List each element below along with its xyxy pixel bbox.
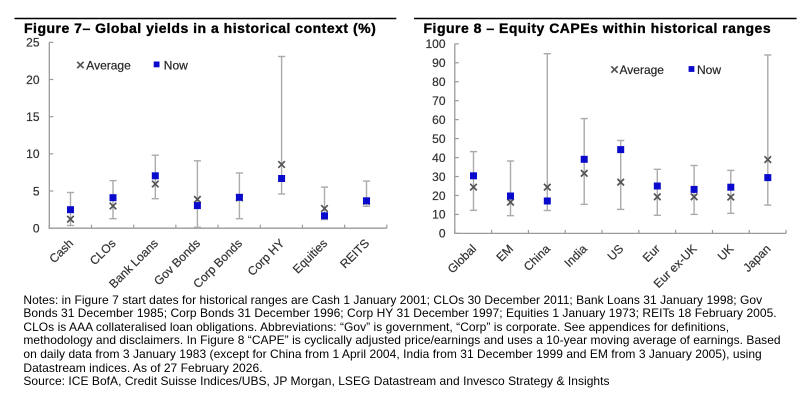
svg-text:5: 5 — [33, 184, 40, 198]
svg-text:Figure 8 – Equity CAPEs within: Figure 8 – Equity CAPEs within historica… — [424, 20, 772, 36]
svg-text:Corp HY: Corp HY — [245, 236, 287, 278]
svg-text:80: 80 — [432, 75, 446, 89]
svg-text:30: 30 — [432, 170, 446, 184]
svg-text:25: 25 — [26, 36, 40, 50]
svg-text:20: 20 — [432, 189, 446, 203]
svg-text:China: China — [521, 241, 553, 273]
svg-text:100: 100 — [425, 37, 445, 51]
svg-text:India: India — [562, 241, 591, 270]
svg-text:Figure 7– Global yields in a h: Figure 7– Global yields in a historical … — [24, 20, 376, 36]
svg-text:Eur: Eur — [640, 242, 663, 265]
svg-text:Cash: Cash — [46, 236, 76, 266]
svg-text:EM: EM — [493, 242, 516, 265]
svg-text:US: US — [605, 242, 627, 264]
svg-text:REITS: REITS — [337, 236, 372, 271]
svg-text:Japan: Japan — [740, 242, 773, 275]
svg-text:Equities: Equities — [290, 236, 330, 276]
svg-text:Average: Average — [86, 58, 131, 72]
svg-text:10: 10 — [432, 208, 446, 222]
svg-text:70: 70 — [432, 94, 446, 108]
svg-text:60: 60 — [432, 113, 446, 127]
svg-text:0: 0 — [439, 227, 446, 241]
svg-text:0: 0 — [33, 222, 40, 236]
svg-text:10: 10 — [26, 147, 40, 161]
svg-text:Now: Now — [164, 58, 188, 72]
svg-text:90: 90 — [432, 56, 446, 70]
svg-text:40: 40 — [432, 151, 446, 165]
svg-text:20: 20 — [26, 73, 40, 87]
svg-text:15: 15 — [26, 110, 40, 124]
svg-text:50: 50 — [432, 132, 446, 146]
svg-text:UK: UK — [715, 242, 737, 264]
svg-text:Global: Global — [445, 242, 479, 276]
svg-text:CLOs: CLOs — [87, 236, 119, 268]
svg-text:Average: Average — [620, 63, 665, 77]
svg-text:Now: Now — [697, 63, 721, 77]
